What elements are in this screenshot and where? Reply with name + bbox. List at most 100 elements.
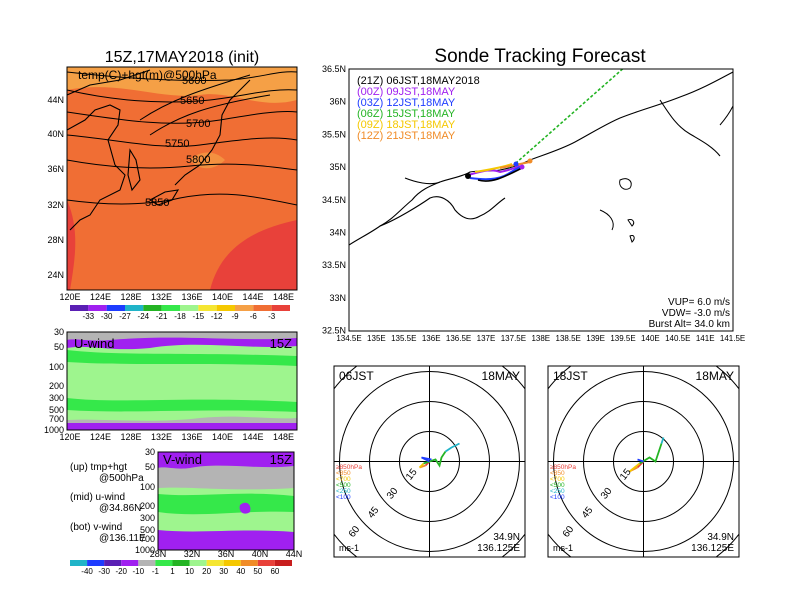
left-top-title: 15Z,17MAY2018 (init) bbox=[105, 49, 259, 66]
track-frame bbox=[348, 68, 734, 332]
hodo-trace bbox=[628, 462, 641, 473]
legend-bot-level: @136.11E bbox=[99, 533, 146, 544]
colorbar-swatch bbox=[125, 305, 144, 311]
colorbar-label: -33 bbox=[83, 312, 95, 321]
lon-tick-label: 144E bbox=[242, 432, 263, 442]
u-wind-time: 15Z bbox=[270, 336, 292, 351]
track-legend-item: (03Z) 12JST,18MAY bbox=[357, 97, 456, 109]
v-wind-time: 15Z bbox=[270, 452, 292, 467]
colorbar-label: -24 bbox=[138, 312, 150, 321]
colorbar-label: 1 bbox=[170, 567, 175, 576]
hodo-lon: 136.125E bbox=[477, 543, 520, 554]
hodo-lon: 136.125E bbox=[691, 543, 734, 554]
track-legend: (21Z) 06JST,18MAY2018(00Z) 09JST,18MAY(0… bbox=[357, 75, 480, 142]
hodo-level-legend: <850 bbox=[336, 470, 351, 477]
colorbar-label: -15 bbox=[193, 312, 205, 321]
lat-tick-label: 34.5N bbox=[322, 195, 346, 205]
pressure-tick-label: 1000 bbox=[44, 425, 64, 435]
colorbar-swatch bbox=[104, 560, 122, 566]
colorbar-swatch bbox=[206, 560, 224, 566]
lat-tick-label: 36N bbox=[47, 164, 64, 174]
wind-colorbar: -40 -30 -20 -10 -1 1 10 20 30 40 50 60 bbox=[70, 560, 292, 576]
colorbar-label: -3 bbox=[268, 312, 276, 321]
hodo-trace bbox=[421, 456, 432, 463]
burst-text: Burst Alt= 34.0 km bbox=[649, 319, 730, 330]
hodo-level-legend: <100 bbox=[550, 494, 565, 501]
hodo-ring-label: 30 bbox=[385, 486, 401, 502]
lat-tick-label: 35N bbox=[329, 162, 346, 172]
pressure-tick-label: 700 bbox=[49, 414, 64, 424]
lon-tick-label: 124E bbox=[90, 432, 111, 442]
track-legend-item: (00Z) 09JST,18MAY bbox=[357, 86, 456, 98]
lat-tick-label: 44N bbox=[47, 95, 64, 105]
colorbar-swatch bbox=[155, 560, 173, 566]
hodo-ring-label: 45 bbox=[580, 505, 596, 521]
lon-tick-label: 134.5E bbox=[336, 334, 361, 343]
lat-tick-label: 40N bbox=[252, 549, 269, 559]
hodo-date: 18MAY bbox=[696, 369, 734, 383]
hodo-unit: ms-1 bbox=[339, 543, 359, 553]
colorbar-label: 30 bbox=[219, 567, 228, 576]
colorbar-swatch bbox=[161, 305, 180, 311]
pressure-tick-label: 30 bbox=[145, 447, 155, 457]
v-wind-frame bbox=[157, 451, 295, 551]
pressure-tick-label: 300 bbox=[49, 393, 64, 403]
hodo-trace bbox=[637, 458, 644, 463]
hodo-level-legend: <700 bbox=[550, 476, 565, 483]
colorbar-label: -30 bbox=[101, 312, 113, 321]
colorbar-label: -20 bbox=[115, 567, 127, 576]
hodo-ring-label: 60 bbox=[561, 524, 577, 540]
lat-tick-label: 44N bbox=[286, 549, 303, 559]
colorbar-swatch bbox=[271, 305, 290, 311]
lon-tick-label: 140.5E bbox=[665, 334, 690, 343]
contour-label: 5700 bbox=[186, 118, 210, 130]
colorbar-swatch bbox=[180, 305, 199, 311]
contour-labels: 5600 5650 5700 5750 5800 5850 bbox=[145, 75, 210, 209]
vup-text: VUP= 6.0 m/s bbox=[668, 297, 730, 308]
lon-tick-label: 139.5E bbox=[610, 334, 635, 343]
colorbar-label: -9 bbox=[231, 312, 239, 321]
colorbar-swatch bbox=[216, 305, 235, 311]
colorbar-label: 50 bbox=[253, 567, 262, 576]
pressure-tick-label: 300 bbox=[140, 513, 155, 523]
lon-tick-label: 141E bbox=[696, 334, 715, 343]
lat-tick-label: 36N bbox=[329, 97, 346, 107]
hodo-level-legend: ≥850hPa bbox=[550, 464, 576, 471]
pressure-tick-label: 1000 bbox=[135, 545, 155, 555]
hodo-lat: 34.9N bbox=[707, 532, 734, 543]
hodo-lat: 34.9N bbox=[493, 532, 520, 543]
lat-tick-label: 36.5N bbox=[322, 64, 346, 74]
colorbar-swatch bbox=[143, 305, 162, 311]
lat-tick-label: 33.5N bbox=[322, 260, 346, 270]
lon-tick-label: 135.5E bbox=[391, 334, 416, 343]
lat-tick-label: 36N bbox=[218, 549, 235, 559]
lon-tick-label: 148E bbox=[273, 432, 294, 442]
pressure-tick-label: 200 bbox=[140, 501, 155, 511]
track-legend-item: (09Z) 18JST,18MAY bbox=[357, 119, 456, 131]
lon-tick-label: 138.5E bbox=[556, 334, 581, 343]
lat-tick-label: 32N bbox=[184, 549, 201, 559]
colorbar-label: -12 bbox=[211, 312, 223, 321]
lon-tick-label: 140E bbox=[641, 334, 660, 343]
lat-tick-label: 32N bbox=[47, 200, 64, 210]
colorbar-swatch bbox=[253, 305, 272, 311]
lon-tick-label: 120E bbox=[59, 292, 80, 302]
legend-up: (up) tmp+hgt bbox=[70, 462, 127, 473]
colorbar-swatch bbox=[189, 560, 207, 566]
colorbar-swatch bbox=[106, 305, 125, 311]
lon-tick-label: 139E bbox=[586, 334, 605, 343]
colorbar-swatch bbox=[88, 305, 107, 311]
lat-tick-label: 28N bbox=[47, 235, 64, 245]
pressure-tick-label: 100 bbox=[140, 482, 155, 492]
v-wind-field bbox=[158, 452, 294, 550]
lon-tick-label: 136E bbox=[181, 292, 202, 302]
colorbar-swatch bbox=[138, 560, 156, 566]
vdw-text: VDW= -3.0 m/s bbox=[662, 308, 730, 319]
colorbar-swatch bbox=[240, 560, 258, 566]
legend-mid: (mid) u-wind bbox=[70, 492, 125, 503]
lat-tick-label: 34N bbox=[329, 228, 346, 238]
hodo-level-legend: <500 bbox=[336, 482, 351, 489]
